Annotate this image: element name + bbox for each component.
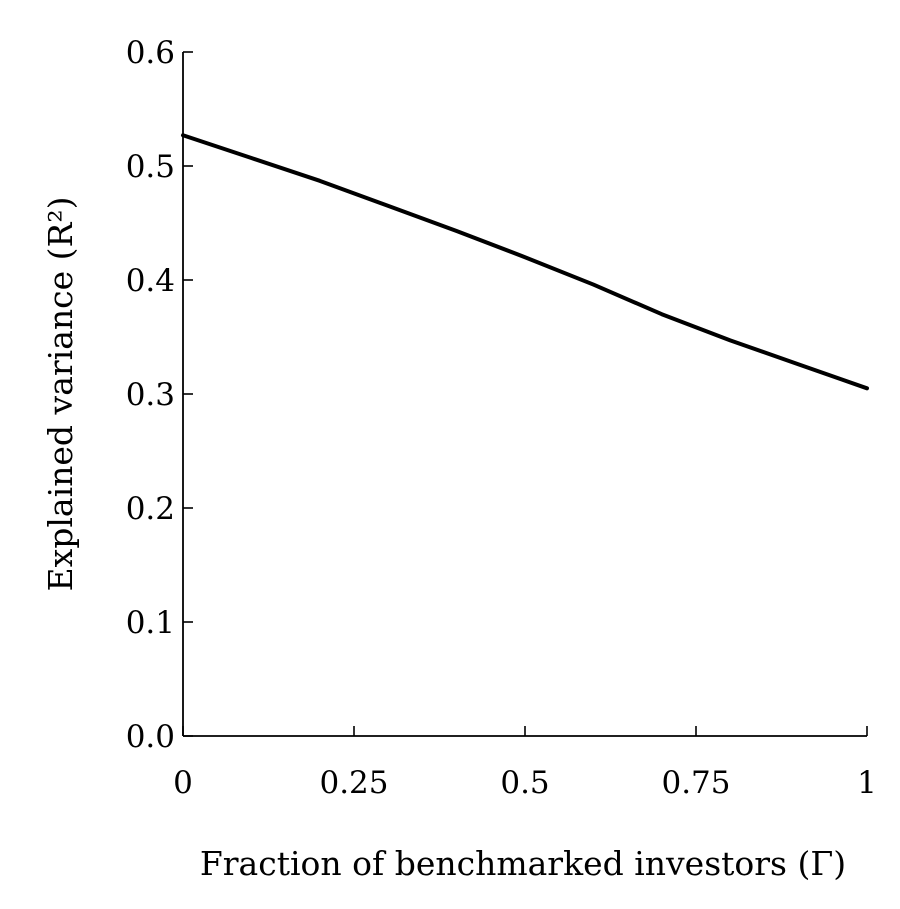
x-ticks: 0 0.25 0.5 0.75 1 [173, 726, 877, 801]
y-tick-label: 0.0 [126, 719, 175, 755]
y-axis-label: Explained variance (R²) [41, 197, 80, 592]
x-tick-label: 0.75 [661, 765, 730, 801]
x-tick-label: 0.25 [319, 765, 388, 801]
series-group [181, 133, 869, 391]
y-tick-label: 0.6 [126, 35, 175, 71]
y-tick-label: 0.2 [126, 491, 175, 527]
y-tick-label: 0.3 [126, 377, 175, 413]
y-tick-label: 0.5 [126, 149, 175, 185]
y-ticks: 0.0 0.1 0.2 0.3 0.4 0.5 0.6 [126, 35, 193, 755]
y-tick-label: 0.1 [126, 605, 175, 641]
y-tick-label: 0.4 [126, 263, 175, 299]
x-axis-label: Fraction of benchmarked investors (Γ) [200, 844, 846, 883]
x-tick-label: 0.5 [500, 765, 549, 801]
x-tick-label: 1 [857, 765, 877, 801]
series-line [181, 133, 869, 391]
x-tick-label: 0 [173, 765, 193, 801]
axes [182, 52, 867, 737]
